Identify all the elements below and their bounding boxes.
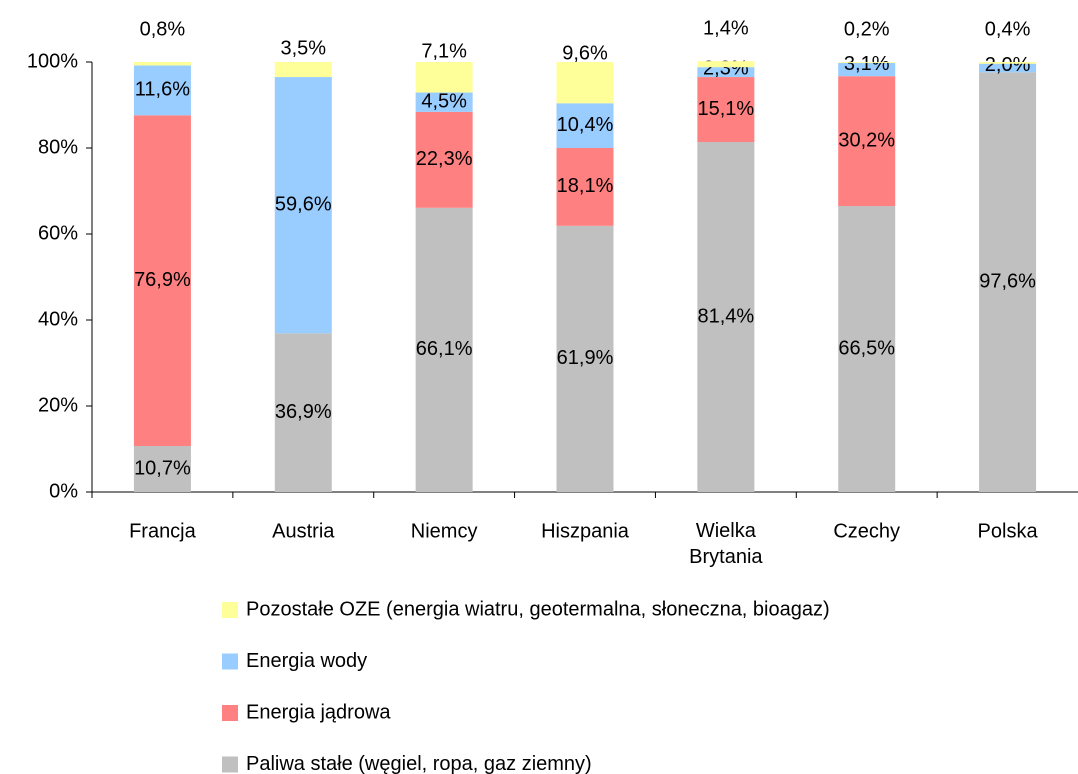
bar-segment bbox=[838, 206, 896, 493]
y-tick-label: 60% bbox=[38, 222, 78, 244]
x-tick-label-line: Wielka bbox=[696, 520, 757, 542]
bar-segment bbox=[697, 67, 755, 78]
y-tick-label: 100% bbox=[27, 50, 78, 72]
data-label: 36,9% bbox=[275, 401, 332, 423]
legend-swatch bbox=[222, 756, 238, 773]
bar-segment bbox=[415, 92, 473, 112]
legend-label: Paliwa stałe (węgiel, ropa, gaz ziemny) bbox=[246, 753, 592, 774]
data-label: 61,9% bbox=[557, 347, 614, 369]
x-tick-label: Czechy bbox=[833, 520, 900, 542]
data-label: 59,6% bbox=[275, 193, 332, 215]
data-label: 0,2% bbox=[844, 18, 890, 40]
data-label: 3,1% bbox=[844, 53, 890, 75]
data-label: 10,7% bbox=[134, 457, 191, 479]
data-label: 1,4% bbox=[703, 17, 749, 39]
bar-segment bbox=[133, 65, 191, 116]
data-label: 66,5% bbox=[838, 337, 895, 359]
legend-swatch bbox=[222, 705, 238, 721]
x-tick-label: Austria bbox=[272, 520, 335, 542]
data-label: 7,1% bbox=[421, 40, 467, 62]
y-tick-label: 40% bbox=[38, 308, 78, 330]
legend-label: Energia jądrowa bbox=[246, 701, 391, 723]
legend-label: Pozostałe OZE (energia wiatru, geotermal… bbox=[246, 598, 830, 620]
bar-segment bbox=[697, 77, 755, 142]
data-label: 18,1% bbox=[557, 175, 614, 197]
bar-segment bbox=[133, 62, 191, 66]
data-label: 30,2% bbox=[838, 129, 895, 151]
bar-segment bbox=[133, 115, 191, 446]
data-label: 3,5% bbox=[280, 37, 326, 59]
bar-segment bbox=[133, 445, 191, 492]
x-tick-label: Polska bbox=[978, 520, 1039, 542]
data-label: 9,6% bbox=[562, 43, 608, 65]
bar-segment bbox=[697, 61, 755, 68]
data-label: 11,6% bbox=[135, 79, 190, 101]
bar-segment bbox=[556, 103, 614, 148]
bar-segment bbox=[838, 62, 896, 77]
legend-swatch bbox=[222, 602, 238, 618]
bar-segment bbox=[838, 76, 896, 207]
bar-segment bbox=[979, 72, 1037, 492]
data-label: 76,9% bbox=[134, 269, 191, 291]
data-label: 4,5% bbox=[421, 90, 467, 112]
data-label: 2,3% bbox=[703, 57, 749, 79]
data-label: 97,6% bbox=[979, 270, 1036, 292]
legend-swatch bbox=[222, 653, 238, 670]
bar-segment bbox=[697, 141, 755, 493]
x-tick-label: Hiszpania bbox=[541, 520, 630, 542]
bar-segment bbox=[838, 62, 896, 63]
bar-segment bbox=[556, 148, 614, 226]
bar-segment bbox=[979, 62, 1037, 64]
data-label: 15,1% bbox=[697, 98, 754, 120]
data-label: 0,8% bbox=[140, 18, 186, 40]
legend-label: Energia wody bbox=[246, 650, 367, 672]
x-tick-label-line: Brytania bbox=[689, 546, 763, 568]
x-tick-label: Niemcy bbox=[411, 520, 478, 542]
bar-segment bbox=[415, 62, 473, 93]
bar-segment bbox=[979, 63, 1037, 73]
bar-segment bbox=[274, 333, 332, 492]
data-label: 81,4% bbox=[697, 305, 754, 327]
bar-segment bbox=[415, 207, 473, 492]
bar-segment bbox=[556, 225, 614, 492]
y-tick-label: 80% bbox=[38, 136, 78, 158]
data-label: 10,4% bbox=[557, 114, 614, 136]
data-label: 2,0% bbox=[985, 54, 1031, 76]
y-tick-label: 0% bbox=[49, 480, 78, 502]
bar-segment bbox=[274, 77, 332, 334]
bar-segment bbox=[556, 62, 614, 104]
data-label: 22,3% bbox=[416, 148, 473, 170]
bar-segment bbox=[415, 111, 473, 208]
data-label: 66,1% bbox=[416, 338, 473, 360]
data-label: 0,4% bbox=[985, 18, 1031, 40]
x-tick-label: Francja bbox=[129, 520, 197, 542]
x-tick-label: Wielka Brytania bbox=[689, 520, 763, 568]
bar-segment bbox=[274, 62, 332, 78]
y-tick-label: 20% bbox=[38, 394, 78, 416]
